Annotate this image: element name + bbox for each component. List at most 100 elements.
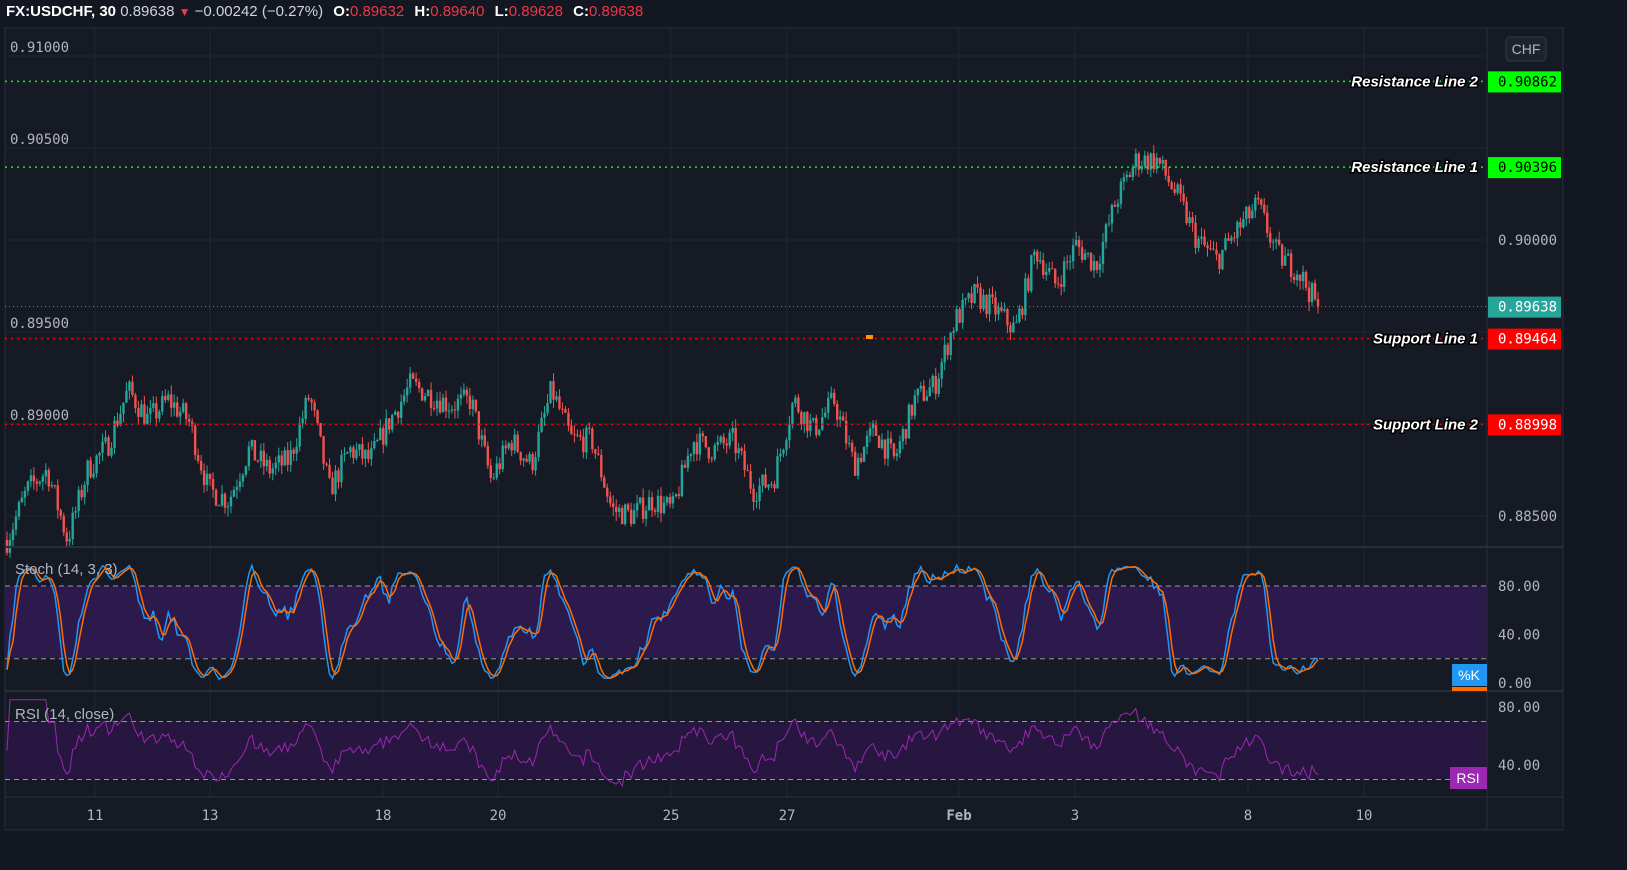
- candle: [513, 428, 516, 454]
- candle: [1269, 226, 1272, 249]
- candle: [686, 448, 690, 472]
- candle: [531, 452, 534, 475]
- candle: [522, 457, 525, 467]
- candle: [134, 392, 137, 414]
- candle: [179, 406, 182, 424]
- candle: [146, 405, 149, 425]
- candle: [1191, 211, 1194, 232]
- currency-button[interactable]: CHF: [1505, 36, 1547, 62]
- candle: [755, 492, 758, 509]
- candle: [737, 443, 740, 460]
- candle: [125, 382, 128, 403]
- candle: [319, 423, 322, 438]
- stoch-k-line: [6, 563, 1319, 681]
- time-tick: 3: [1071, 808, 1079, 824]
- candle: [671, 492, 675, 509]
- candle: [417, 378, 421, 393]
- candle: [1167, 166, 1170, 187]
- candle: [615, 499, 618, 521]
- candle: [540, 411, 543, 433]
- candle: [644, 505, 648, 527]
- candle: [859, 453, 863, 464]
- currency-label: CHF: [1512, 41, 1541, 57]
- candle: [101, 433, 104, 461]
- candle: [591, 426, 594, 454]
- candle: [594, 448, 597, 459]
- candle: [713, 442, 716, 462]
- candle: [507, 441, 510, 451]
- candle: [164, 389, 167, 404]
- candle: [913, 389, 917, 420]
- candle: [307, 394, 310, 402]
- candle: [564, 406, 567, 414]
- candle: [1209, 240, 1212, 251]
- candle: [824, 406, 827, 419]
- candle: [1185, 196, 1188, 226]
- candle: [131, 375, 134, 398]
- axes[interactable]: 0.91000 0.90500 0.90000 0.89500 0.89000 0.885…: [10, 40, 1557, 824]
- candle: [74, 506, 77, 519]
- candle: [483, 427, 487, 448]
- candle: [856, 453, 860, 480]
- candle: [1227, 232, 1230, 242]
- candle: [397, 410, 400, 424]
- candle: [1146, 151, 1149, 175]
- candle: [868, 422, 872, 443]
- candle: [205, 465, 209, 492]
- candle: [373, 433, 376, 450]
- candle: [35, 478, 39, 492]
- candle: [283, 446, 286, 467]
- candle: [1170, 180, 1173, 190]
- candle: [597, 445, 600, 456]
- rsi-title[interactable]: RSI (14, close): [15, 706, 114, 723]
- candle: [244, 465, 248, 478]
- candle: [158, 409, 161, 423]
- candle: [113, 416, 116, 455]
- candle: [1212, 241, 1215, 251]
- candle: [167, 390, 170, 402]
- symbol-title[interactable]: FX:USDCHF, 30: [6, 3, 117, 20]
- candle: [901, 425, 905, 450]
- candle: [620, 505, 624, 525]
- candle: [1021, 306, 1024, 320]
- candle: [1206, 241, 1209, 257]
- candle: [662, 496, 666, 515]
- candle: [761, 474, 764, 493]
- stoch-title[interactable]: Stoch (14, 3, 3): [15, 561, 118, 578]
- candle: [928, 378, 931, 397]
- candle: [1221, 249, 1224, 271]
- candle: [265, 453, 269, 472]
- candle: [59, 508, 62, 520]
- candle: [779, 448, 782, 463]
- candle: [370, 440, 373, 466]
- candle: [223, 492, 227, 514]
- candle: [468, 387, 472, 416]
- candle: [161, 390, 164, 415]
- candle: [812, 417, 815, 423]
- chart-frame: [4, 27, 1564, 831]
- resistance-label: Resistance Line 1: [1351, 159, 1478, 176]
- candle: [1200, 227, 1203, 245]
- candle: [1218, 253, 1221, 275]
- candle: [68, 530, 71, 546]
- candle: [952, 327, 955, 339]
- candle: [289, 440, 292, 473]
- candle: [453, 401, 457, 419]
- close-label: C:: [573, 3, 589, 20]
- candle: [1152, 145, 1155, 173]
- candle: [695, 433, 699, 461]
- grid: [5, 28, 1487, 797]
- candle: [895, 448, 899, 461]
- candle: [262, 442, 266, 476]
- candle: [1116, 199, 1120, 214]
- candle: [976, 276, 979, 294]
- svg-text:0.89464: 0.89464: [1498, 332, 1557, 348]
- candle: [355, 442, 358, 461]
- candle: [677, 486, 681, 500]
- candle: [358, 443, 361, 457]
- candle: [1257, 191, 1260, 205]
- candle: [803, 411, 806, 433]
- oscillators: [6, 563, 1319, 788]
- candle: [128, 380, 131, 400]
